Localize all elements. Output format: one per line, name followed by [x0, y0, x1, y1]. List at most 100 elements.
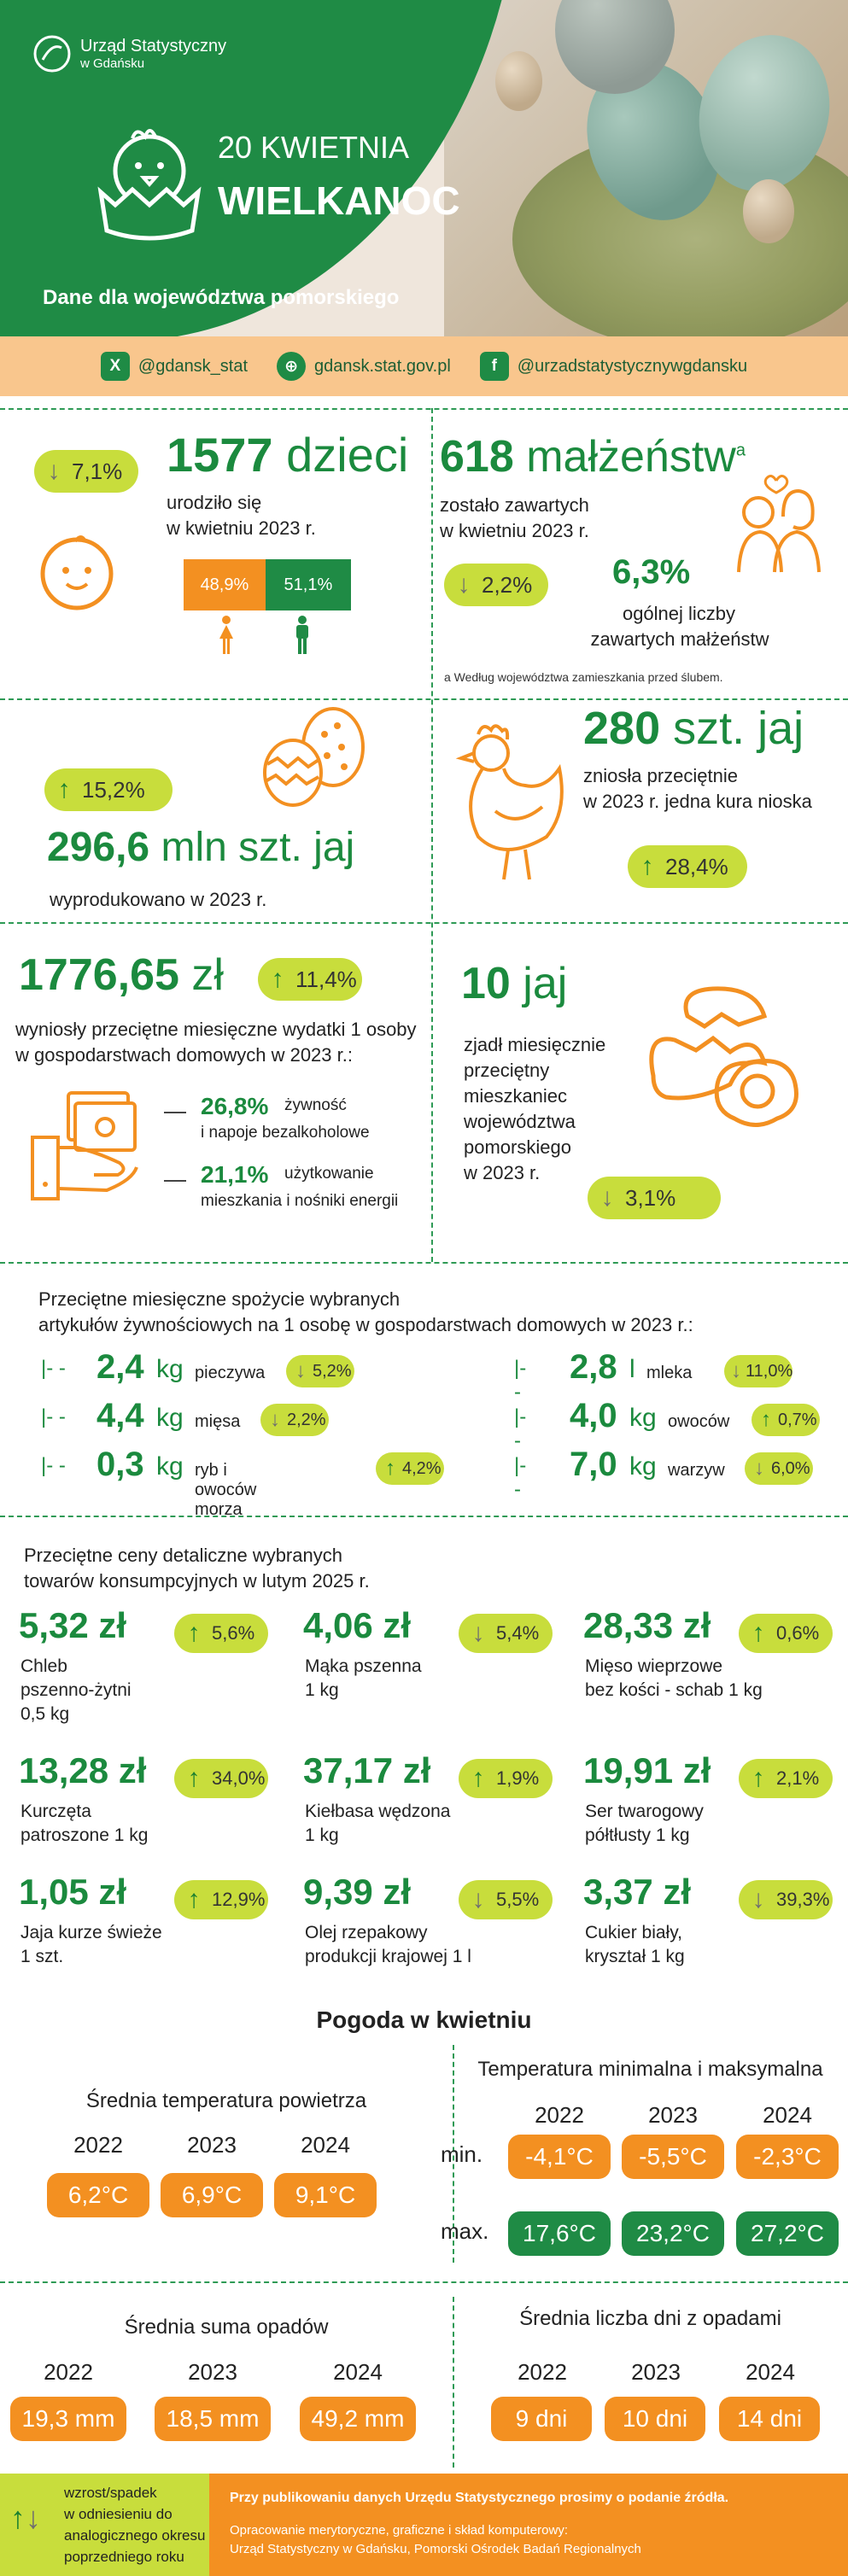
price-change-badge: ↑ 1,9%: [459, 1759, 553, 1798]
gender-split-bar: 48,9% 51,1%: [184, 559, 351, 610]
divider: [0, 2281, 848, 2283]
social-website-label: gdansk.stat.gov.pl: [314, 356, 451, 376]
price-label: patroszone 1 kg: [20, 1825, 149, 1845]
consumption-title2: artykułów żywnościowych na 1 osobę w gos…: [38, 1314, 693, 1335]
arrow-down-icon: ↓: [47, 457, 61, 485]
arrow-up-icon: ↑: [57, 775, 71, 803]
header-banner: Urząd Statystyczny w Gdańsku 20 KWIETNIA…: [0, 0, 848, 336]
arrow-down-icon: ↓: [295, 1359, 306, 1382]
prices-title1: Przeciętne ceny detaliczne wybranych: [24, 1545, 342, 1566]
girls-share-bar: 48,9%: [184, 559, 266, 610]
avg-temp-year: 2024: [301, 2132, 350, 2158]
divider: [431, 408, 433, 1262]
social-x-label: @gdansk_stat: [137, 356, 249, 376]
price-item: 3,37 zł ↓ 39,3% Cukier biały, kryształ 1 kg: [583, 1872, 848, 2000]
minmax-year: 2023: [648, 2102, 698, 2128]
arrow-up-icon: ↑: [187, 1619, 201, 1647]
expenses-unit: zł: [191, 950, 224, 1000]
eggs-eaten-desc-1: przeciętny: [464, 1060, 550, 1081]
header-subtitle: Dane dla województwa pomorskiego: [43, 286, 400, 309]
precip-year: 2022: [44, 2359, 93, 2385]
price-change-badge: ↑ 12,9%: [174, 1880, 268, 1919]
male-icon: [296, 616, 308, 654]
social-facebook-label: @urzadstatystycznywgdansku: [517, 356, 748, 376]
precip-year: 2023: [188, 2359, 237, 2385]
consumption-value: 2,4: [96, 1348, 144, 1386]
consumption-label: ryb i owoców morza: [195, 1461, 257, 1519]
legend-arrows-icon: ↑↓: [10, 2500, 41, 2535]
eggs-eaten-desc-2: mieszkaniec: [464, 1085, 568, 1107]
consumption-title1: Przeciętne miesięczne spożycie wybranych: [38, 1288, 401, 1310]
bracket-icon: |- -: [41, 1454, 66, 1477]
hatching-chick-icon: [97, 129, 202, 241]
consumption-change: 11,0%: [746, 1361, 793, 1381]
births-change: 7,1%: [72, 458, 123, 484]
eggs-eaten-change-badge: ↓ 3,1%: [588, 1177, 721, 1219]
price-change-badge: ↓ 5,4%: [459, 1614, 553, 1653]
consumption-unit: kg: [156, 1355, 184, 1383]
divider: [0, 1516, 848, 1517]
avg-temp-year: 2022: [73, 2132, 123, 2158]
consumption-change-badge: ↑ 0,7%: [752, 1404, 820, 1436]
arrow-down-icon: ↓: [731, 1359, 741, 1382]
eggs-eaten-value-line: 10 jaj: [461, 958, 567, 1009]
consumption-item: |- - 0,3 kg ryb i owoców morza ↑ 4,2%: [41, 1446, 444, 1519]
consumption-change-badge: ↑ 4,2%: [376, 1452, 444, 1485]
arrow-up-icon: ↑: [385, 1457, 395, 1480]
arrow-up-icon: ↑: [187, 1764, 201, 1792]
marriages-change-badge: ↓ 2,2%: [444, 564, 548, 606]
minmax-title: Temperatura minimalna i maksymalna: [477, 2058, 823, 2081]
social-website[interactable]: ⊕ gdansk.stat.gov.pl: [277, 352, 451, 381]
footer-legend: ↑↓ wzrost/spadek w odniesieniu do analog…: [0, 2474, 209, 2576]
marriages-share-desc1: ogólnej liczby: [622, 603, 736, 624]
hen-desc1: zniosła przeciętnie: [583, 765, 738, 786]
avg-temp-title: Średnia temperatura powietrza: [85, 2089, 367, 2112]
price-change-badge: ↓ 39,3%: [739, 1880, 833, 1919]
expense-item2-pct: 21,1%: [201, 1161, 269, 1188]
eggs-eaten-change: 3,1%: [625, 1184, 676, 1211]
marriages-note: a Według województwa zamieszkania przed …: [444, 670, 723, 684]
arrow-down-icon: ↓: [600, 1183, 614, 1212]
expense-item1-pct: 26,8%: [201, 1093, 269, 1119]
social-x[interactable]: X @gdansk_stat: [100, 352, 249, 381]
price-label: produkcji krajowej 1 l: [305, 1947, 471, 1966]
hen-desc2: w 2023 r. jedna kura nioska: [583, 791, 812, 812]
max-temp-value: 17,6°C: [508, 2211, 611, 2256]
expense-item2-label1: użytkowanie: [284, 1165, 374, 1183]
expense-item1-label1: żywność: [284, 1096, 347, 1114]
expense-item-marker: [164, 1180, 186, 1182]
minmax-year: 2022: [535, 2102, 584, 2128]
min-label: min.: [441, 2141, 483, 2167]
arrow-up-icon: ↑: [640, 852, 654, 880]
arrow-up-icon: ↑: [752, 1764, 765, 1792]
consumption-label: pieczywa: [195, 1364, 266, 1382]
hen-change: 28,4%: [665, 853, 728, 879]
social-facebook[interactable]: f @urzadstatystycznywgdansku: [479, 352, 748, 381]
female-icon: [219, 616, 233, 654]
precip-value: 18,5 mm: [155, 2397, 271, 2441]
births-desc2: w kwietniu 2023 r.: [167, 517, 316, 539]
consumption-value: 2,8: [570, 1348, 617, 1386]
price-change: 5,6%: [212, 1622, 255, 1644]
divider: [453, 2297, 454, 2468]
hen-change-badge: ↑ 28,4%: [628, 845, 747, 888]
marriages-desc1: zostało zawartych: [440, 494, 589, 516]
consumption-change: 2,2%: [287, 1410, 326, 1429]
consumption-value: 4,0: [570, 1397, 617, 1434]
min-temp-value: -4,1°C: [508, 2135, 611, 2179]
header-date: 20 KWIETNIA: [218, 130, 410, 165]
legend-line: analogicznego okresu: [64, 2527, 206, 2544]
bracket-icon: |- -: [514, 1405, 527, 1452]
consumption-unit: kg: [629, 1404, 657, 1432]
rain-days-value: 10 dni: [605, 2397, 705, 2441]
price-change-badge: ↑ 0,6%: [739, 1614, 833, 1653]
divider: [0, 1262, 848, 1264]
price-change: 34,0%: [212, 1767, 266, 1789]
bracket-icon: |- -: [514, 1454, 527, 1501]
expenses-desc1: wyniosły przeciętne miesięczne wydatki 1…: [15, 1019, 417, 1040]
easter-eggs-icon: [263, 707, 365, 807]
girls-pct: 48,9%: [200, 575, 249, 594]
price-change-badge: ↑ 34,0%: [174, 1759, 268, 1798]
prices-title2: towarów konsumpcyjnych w lutym 2025 r.: [24, 1570, 370, 1592]
price-value: 4,06 zł: [303, 1605, 412, 1645]
